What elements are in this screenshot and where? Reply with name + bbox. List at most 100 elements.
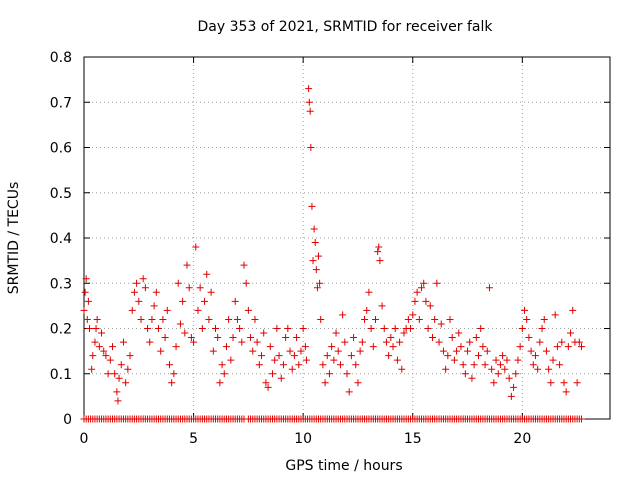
data-point (466, 338, 474, 346)
data-point (231, 297, 239, 305)
data-point (212, 325, 219, 332)
data-point (516, 343, 524, 351)
data-point (91, 338, 99, 346)
data-point (305, 85, 313, 93)
data-point (122, 379, 130, 387)
data-point (229, 334, 237, 342)
data-point (227, 356, 235, 364)
data-point (117, 361, 125, 369)
axis-tick-labels: 0 5 10 15 20 0 0.1 0.2 0.3 0.4 0.5 0.6 0.7 0.8 (50, 50, 532, 447)
data-point (512, 370, 520, 378)
x-tick-label: 0 (80, 431, 89, 447)
data-point (459, 361, 467, 369)
data-point (310, 225, 318, 233)
data-point (249, 347, 257, 355)
data-point (317, 315, 325, 323)
data-point (295, 361, 303, 369)
data-point (477, 325, 485, 332)
data-point (433, 279, 441, 287)
data-point (483, 347, 491, 355)
data-point (271, 356, 279, 364)
data-point (85, 325, 93, 332)
data-point (378, 302, 386, 310)
data-point (205, 315, 213, 323)
data-point (207, 288, 215, 296)
data-point (400, 329, 408, 337)
data-point (536, 338, 544, 346)
data-point (514, 356, 522, 364)
data-point (376, 257, 384, 265)
data-point (549, 356, 557, 364)
data-point (407, 325, 415, 332)
data-point (424, 325, 432, 332)
data-point (225, 315, 233, 323)
data-point (185, 284, 193, 292)
data-point (496, 361, 504, 369)
data-point (174, 279, 182, 287)
data-point (507, 392, 515, 400)
data-point (567, 329, 575, 337)
data-point (203, 270, 211, 278)
data-point (152, 288, 160, 296)
data-point (321, 379, 329, 387)
data-point (371, 315, 379, 323)
data-point (573, 379, 581, 387)
y-tick-label: 0 (63, 412, 72, 428)
data-point (315, 252, 323, 260)
data-point (343, 370, 351, 378)
data-point (163, 306, 171, 314)
data-point (328, 343, 336, 351)
data-point (523, 315, 531, 323)
y-axis-title: SRMTID / TECUs (6, 182, 22, 295)
data-point (569, 306, 577, 314)
data-point (297, 347, 305, 355)
data-point (521, 306, 529, 314)
data-point (538, 325, 546, 332)
data-point (470, 361, 478, 369)
data-point (82, 275, 90, 283)
data-point (413, 288, 421, 296)
data-point (124, 365, 132, 373)
data-point (194, 306, 202, 314)
data-point (306, 107, 314, 115)
data-point (564, 343, 572, 351)
data-point (139, 275, 147, 283)
y-tick-label: 0.7 (50, 95, 72, 111)
data-point (542, 347, 550, 355)
data-point (361, 315, 369, 323)
data-point (369, 343, 377, 351)
data-point (201, 297, 209, 305)
data-point (382, 338, 390, 346)
data-point (374, 248, 382, 256)
data-point (510, 383, 518, 391)
data-point (356, 347, 364, 355)
data-point (192, 243, 200, 251)
data-point (450, 356, 458, 364)
data-point (380, 325, 388, 332)
data-point (323, 352, 331, 360)
data-point (288, 365, 296, 373)
data-point (428, 334, 436, 342)
data-point (247, 334, 255, 342)
data-point (179, 297, 187, 305)
data-point (319, 361, 327, 369)
data-point (556, 361, 564, 369)
data-point (104, 370, 112, 378)
data-point (115, 374, 123, 382)
data-point (128, 306, 136, 314)
data-point (345, 388, 353, 396)
data-point (453, 347, 461, 355)
data-point (260, 329, 268, 337)
data-point (311, 239, 319, 247)
data-point (284, 325, 292, 332)
data-point (439, 347, 447, 355)
data-point (578, 415, 586, 423)
data-point (446, 315, 454, 323)
data-point (108, 343, 116, 351)
data-point (461, 370, 469, 378)
data-point (157, 347, 165, 355)
data-point (534, 365, 542, 373)
data-point (305, 98, 313, 106)
data-point (244, 306, 252, 314)
